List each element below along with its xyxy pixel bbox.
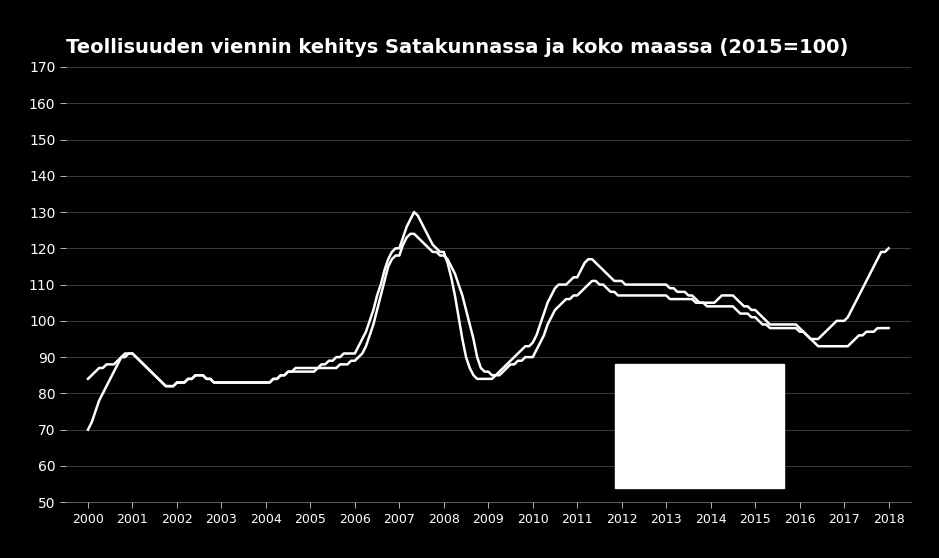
Text: Teollisuuden viennin kehitys Satakunnassa ja koko maassa (2015=100): Teollisuuden viennin kehitys Satakunnass… [66,38,848,57]
Bar [615,364,784,488]
